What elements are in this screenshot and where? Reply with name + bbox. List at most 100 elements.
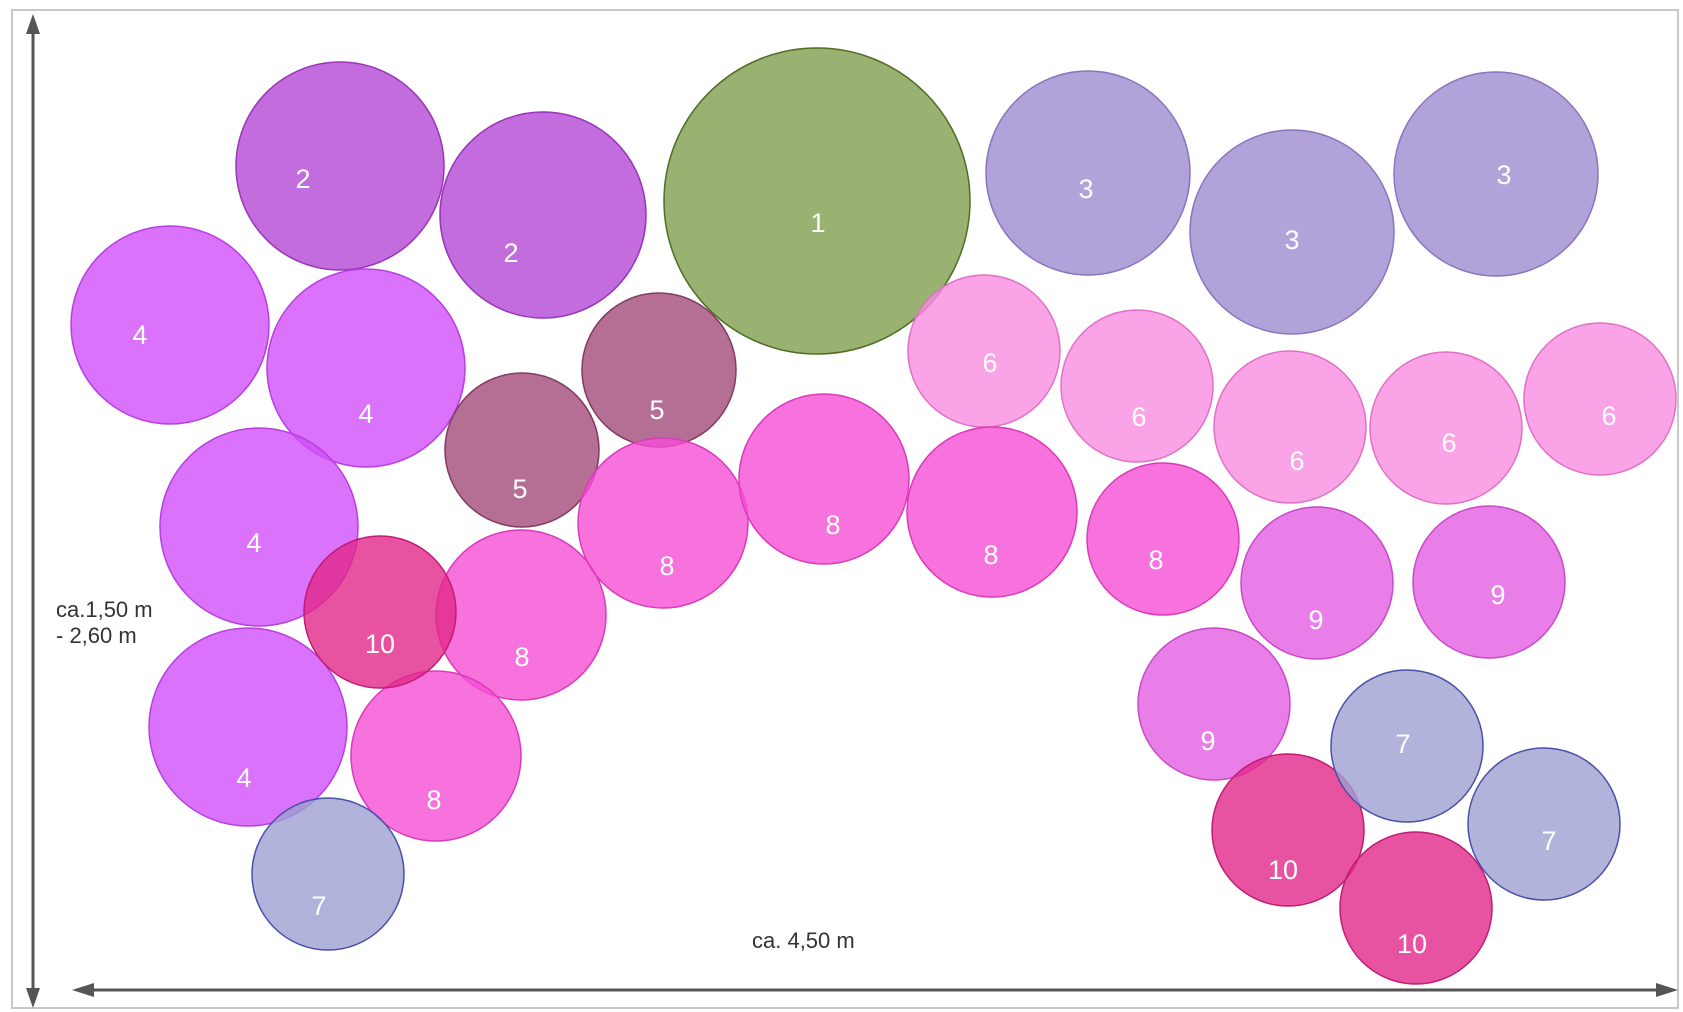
plant-number-label: 6 — [1601, 401, 1616, 431]
plant-number-label: 9 — [1200, 726, 1215, 756]
plant-circle-shape — [1213, 350, 1367, 504]
plant-4-circle: 4 — [70, 225, 270, 425]
plant-circle-shape — [1240, 506, 1394, 660]
plant-number-label: 8 — [983, 540, 998, 570]
plant-8-circle: 8 — [350, 670, 522, 842]
plant-circle-shape — [70, 225, 270, 425]
plant-number-label: 8 — [426, 785, 441, 815]
plant-circle-shape — [1211, 753, 1365, 907]
plant-number-label: 4 — [236, 763, 251, 793]
plant-circle-shape — [1137, 627, 1291, 781]
plant-number-label: 2 — [295, 164, 310, 194]
plant-9-circle: 9 — [1412, 505, 1566, 659]
plant-3-circle: 3 — [1393, 71, 1599, 277]
plant-circle-shape — [1189, 129, 1395, 335]
plant-6-circle: 6 — [1369, 351, 1523, 505]
plant-7-circle: 7 — [1467, 747, 1621, 901]
plant-1-circle: 1 — [663, 47, 971, 355]
plant-circle-shape — [1086, 462, 1240, 616]
plant-number-label: 1 — [810, 208, 825, 238]
plant-circle-shape — [439, 111, 647, 319]
plant-circle-shape — [1412, 505, 1566, 659]
plant-2-circle: 2 — [439, 111, 647, 319]
plant-number-label: 7 — [1395, 729, 1410, 759]
plant-8-circle: 8 — [1086, 462, 1240, 616]
plant-7-circle: 7 — [1330, 669, 1484, 823]
plant-number-label: 3 — [1078, 174, 1093, 204]
arrow-right-icon — [1656, 983, 1678, 997]
plant-4-circle: 4 — [159, 427, 359, 627]
plant-3-circle: 3 — [985, 70, 1191, 276]
plant-circle-shape — [985, 70, 1191, 276]
plant-3-circle: 3 — [1189, 129, 1395, 335]
plant-circle-shape — [1330, 669, 1484, 823]
plant-number-label: 10 — [1268, 855, 1298, 885]
plant-10-circle: 10 — [303, 535, 457, 689]
plant-8-circle: 8 — [906, 426, 1078, 598]
plant-number-label: 8 — [659, 551, 674, 581]
plant-number-label: 5 — [649, 395, 664, 425]
plant-6-circle: 6 — [907, 274, 1061, 428]
plant-number-label: 5 — [512, 474, 527, 504]
plant-7-circle: 7 — [251, 797, 405, 951]
plant-circle-shape — [444, 372, 600, 528]
plant-number-label: 9 — [1308, 605, 1323, 635]
plant-6-circle: 6 — [1523, 322, 1677, 476]
plant-circle-shape — [148, 627, 348, 827]
plant-circle-shape — [1467, 747, 1621, 901]
arrow-down-icon — [26, 988, 40, 1008]
plant-number-label: 3 — [1496, 160, 1511, 190]
plant-circle-shape — [1369, 351, 1523, 505]
plant-number-label: 10 — [365, 629, 395, 659]
plant-number-label: 8 — [825, 510, 840, 540]
width-dimension-label: ca. 4,50 m — [752, 928, 855, 953]
plant-6-circle: 6 — [1213, 350, 1367, 504]
plant-circle-shape — [906, 426, 1078, 598]
plant-number-label: 4 — [132, 320, 147, 350]
plant-9-circle: 9 — [1137, 627, 1291, 781]
width-dimension-arrow — [72, 983, 1678, 997]
plant-number-label: 2 — [503, 238, 518, 268]
plant-4-circle: 4 — [148, 627, 348, 827]
plant-number-label: 10 — [1397, 929, 1427, 959]
plant-circle-shape — [159, 427, 359, 627]
plant-number-label: 3 — [1284, 225, 1299, 255]
plant-circle-shape — [235, 61, 445, 271]
plant-layer: 1 2 2 3 3 3 4 4 4 4 5 5 6 6 6 6 6 8 8 8 8 8 8 9 9 9 10 10 10 7 7 7 — [70, 47, 1677, 985]
plant-5-circle: 5 — [444, 372, 600, 528]
plant-circle-shape — [1339, 831, 1493, 985]
plant-number-label: 6 — [982, 348, 997, 378]
plant-5-circle: 5 — [581, 292, 737, 448]
plant-number-label: 8 — [1148, 545, 1163, 575]
plant-number-label: 7 — [1541, 826, 1556, 856]
plant-circle-shape — [1523, 322, 1677, 476]
plant-number-label: 4 — [246, 528, 261, 558]
plant-circle-shape — [663, 47, 971, 355]
plant-circle-shape — [303, 535, 457, 689]
plant-number-label: 7 — [311, 891, 326, 921]
plant-10-circle: 10 — [1211, 753, 1365, 907]
arrow-up-icon — [26, 14, 40, 34]
plant-circle-shape — [1060, 309, 1214, 463]
plant-8-circle: 8 — [435, 529, 607, 701]
plant-circle-shape — [577, 437, 749, 609]
plant-4-circle: 4 — [266, 268, 466, 468]
plant-number-label: 8 — [514, 642, 529, 672]
plant-8-circle: 8 — [738, 393, 910, 565]
plant-circle-shape — [350, 670, 522, 842]
height-dimension-label-line1: ca.1,50 m — [56, 597, 153, 622]
plant-circle-shape — [1393, 71, 1599, 277]
plant-number-label: 6 — [1289, 446, 1304, 476]
plant-number-label: 4 — [358, 399, 373, 429]
plant-9-circle: 9 — [1240, 506, 1394, 660]
plant-circle-shape — [738, 393, 910, 565]
plant-6-circle: 6 — [1060, 309, 1214, 463]
plant-number-label: 9 — [1490, 580, 1505, 610]
plant-circle-shape — [266, 268, 466, 468]
plant-number-label: 6 — [1441, 428, 1456, 458]
arrow-left-icon — [72, 983, 94, 997]
plant-circle-shape — [251, 797, 405, 951]
plant-2-circle: 2 — [235, 61, 445, 271]
height-dimension-arrow — [26, 14, 40, 1008]
